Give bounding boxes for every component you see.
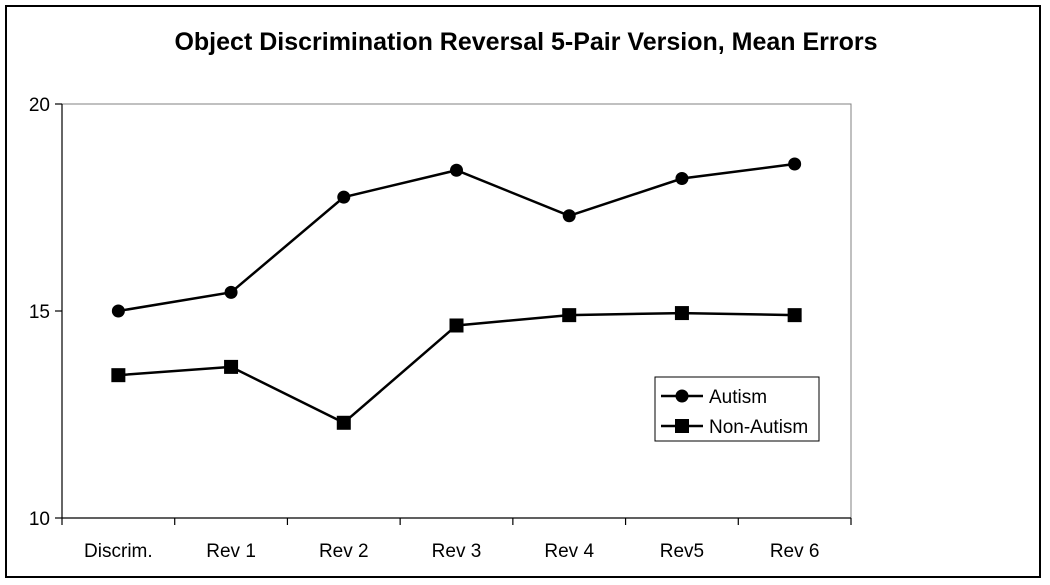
y-tick-label-10: 10: [29, 509, 50, 530]
legend-item-1: Non-Autism: [661, 417, 808, 438]
x-tick-label-6: Rev 6: [770, 541, 820, 562]
data-point: [337, 190, 351, 204]
data-point: [224, 359, 239, 374]
chart-title: Object Discrimination Reversal 5-Pair Ve…: [174, 28, 877, 56]
x-tick-label-2: Rev 2: [319, 541, 369, 562]
legend-marker: [675, 419, 689, 433]
legend-item-0: Autism: [661, 387, 767, 408]
legend-marker: [675, 389, 689, 403]
legend: Autism Non-Autism: [654, 376, 820, 442]
x-tick-label-5: Rev5: [660, 541, 704, 562]
series-autism: [111, 157, 802, 318]
axes: 10 15 20 Discrim. Rev 1 Rev 2 Rev 3 Rev 4 Rev5 Re…: [29, 95, 852, 562]
data-point: [111, 368, 126, 383]
data-point: [562, 209, 576, 223]
y-tick-label-20: 20: [29, 95, 50, 116]
x-tick-label-1: Rev 1: [206, 541, 256, 562]
series-non-autism: [111, 306, 802, 430]
series-line: [118, 162, 795, 313]
chart-frame: [5, 5, 1041, 578]
x-tick-label-4: Rev 4: [544, 541, 594, 562]
x-tick-label-3: Rev 3: [432, 541, 482, 562]
data-point: [675, 172, 689, 186]
x-tick-label-0: Discrim.: [84, 541, 153, 562]
legend-label: Autism: [709, 387, 767, 408]
data-point: [788, 157, 802, 171]
data-point: [562, 308, 577, 323]
legend-label: Non-Autism: [709, 417, 808, 438]
data-point: [111, 304, 125, 318]
data-point: [336, 415, 351, 430]
data-point: [674, 306, 689, 321]
data-point: [224, 285, 238, 299]
y-tick-label-15: 15: [29, 302, 50, 323]
data-point: [449, 318, 464, 333]
data-point: [787, 308, 802, 323]
data-point: [450, 163, 463, 177]
series-layer: [111, 157, 802, 430]
